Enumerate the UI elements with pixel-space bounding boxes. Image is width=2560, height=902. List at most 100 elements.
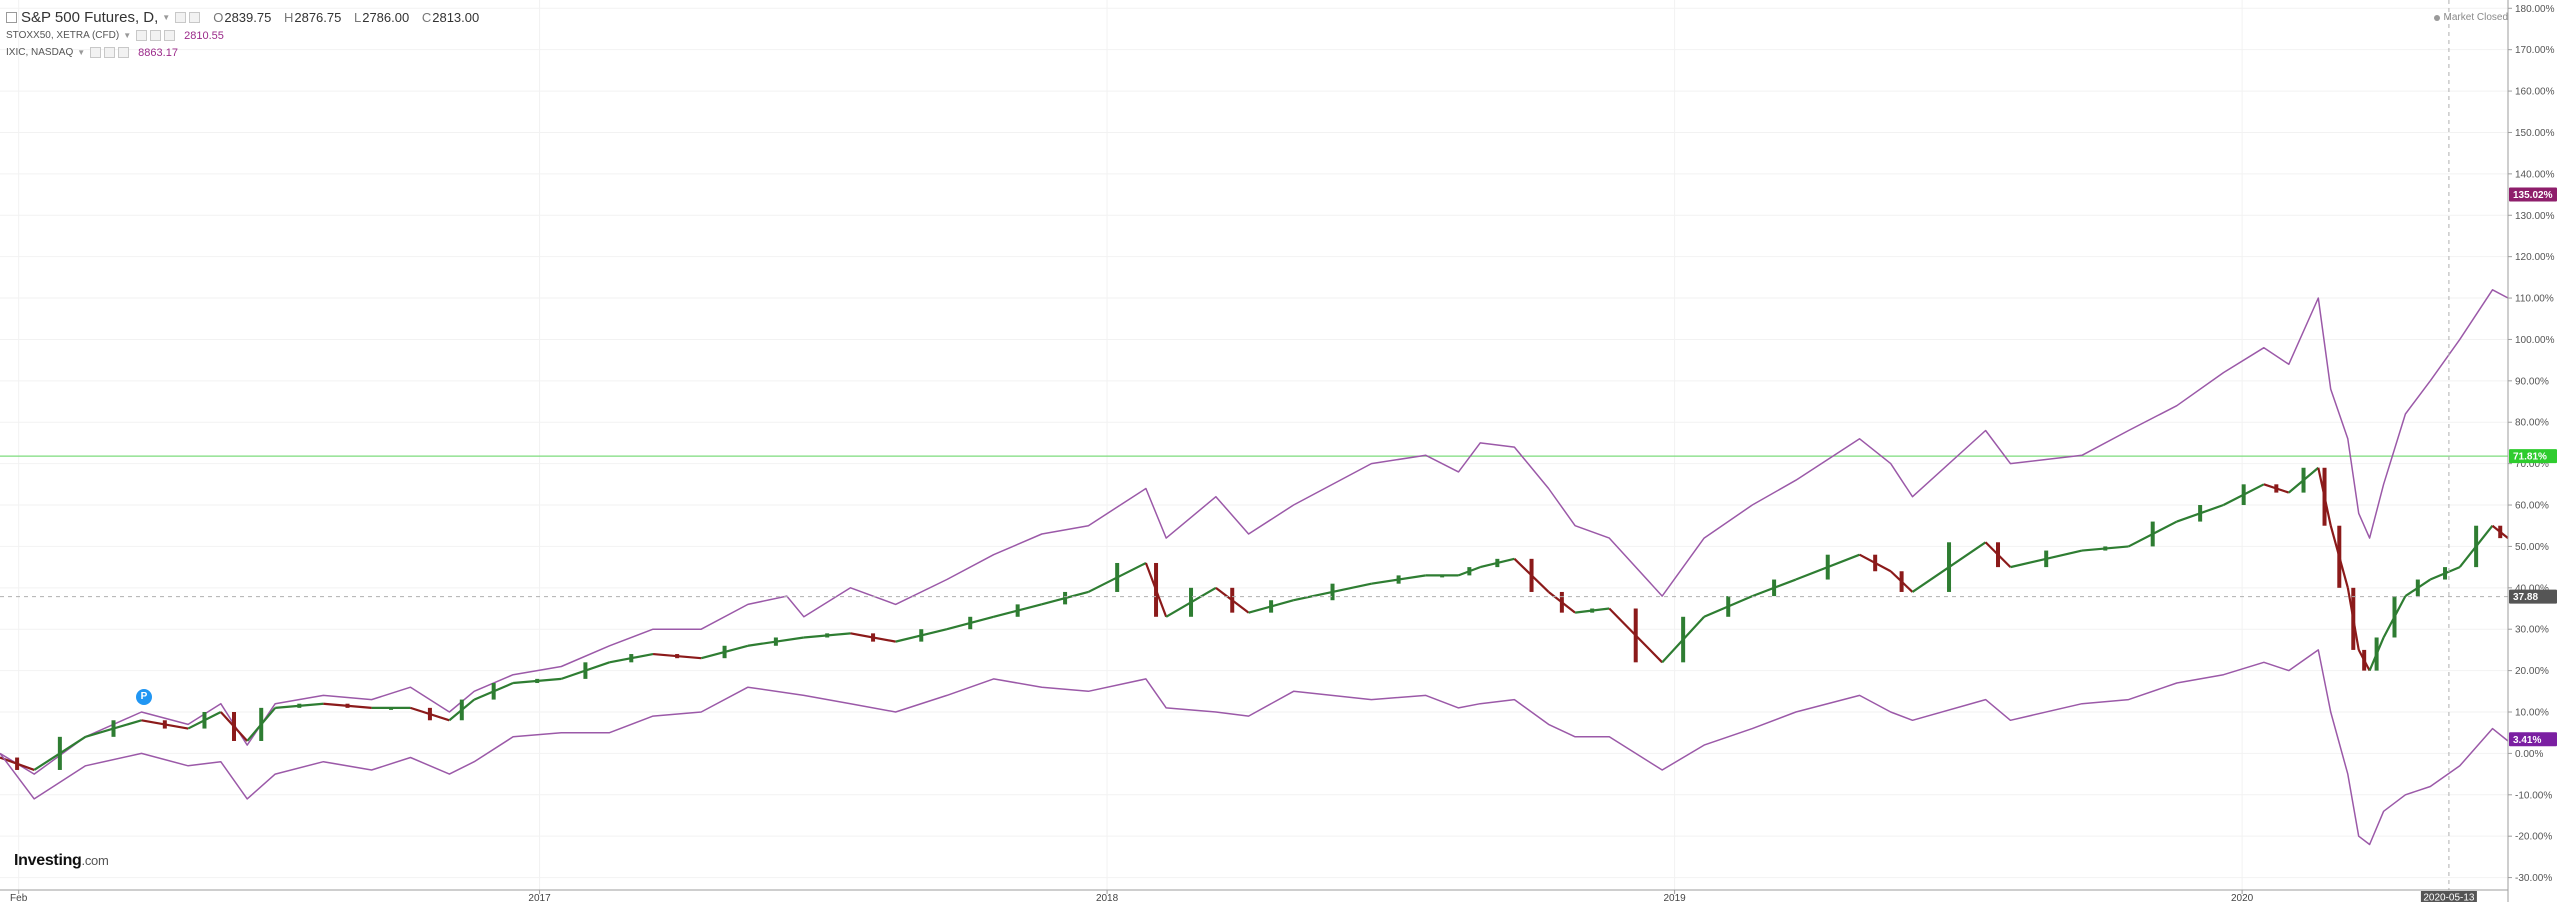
candle xyxy=(968,616,973,630)
candle xyxy=(2443,567,2448,580)
collapse-toggle-icon[interactable] xyxy=(6,11,17,23)
candle xyxy=(2322,467,2327,526)
series-line-stoxx50 xyxy=(0,649,2509,846)
y-tick-label: 160.00% xyxy=(2515,87,2555,98)
settings-icon[interactable] xyxy=(189,11,201,23)
x-axis[interactable]: Feb 2017 2018 2019 2020 xyxy=(0,889,2508,902)
price-badges: 135.02% 71.81% 37.88 3.41% xyxy=(2509,187,2557,747)
value-badge xyxy=(2509,187,2557,202)
y-tick-label: 10.00% xyxy=(2515,708,2549,719)
y-tick-label: 170.00% xyxy=(2515,45,2555,56)
event-marker-icon[interactable]: P xyxy=(136,689,152,705)
candle xyxy=(2150,521,2155,547)
compare-label[interactable]: IXIC, NASDAQ xyxy=(6,47,74,58)
candle xyxy=(1396,575,1401,584)
x-tick-label: 2017 xyxy=(528,893,551,902)
y-tick-label: 50.00% xyxy=(2515,542,2549,553)
y-tick-label: -20.00% xyxy=(2515,832,2552,843)
open-value: 2839.75 xyxy=(224,9,272,25)
candle xyxy=(57,736,62,770)
compare-value: 8863.17 xyxy=(138,46,178,59)
candle xyxy=(2374,637,2379,671)
y-tick-label: 120.00% xyxy=(2515,252,2555,263)
candle xyxy=(491,683,496,700)
candle xyxy=(1590,608,1595,613)
eye-icon[interactable] xyxy=(175,11,187,23)
status-dot-icon xyxy=(2433,14,2440,21)
series-layer xyxy=(0,289,2509,846)
candle xyxy=(1115,562,1120,592)
grid xyxy=(0,0,2508,890)
eye-icon[interactable] xyxy=(90,47,102,58)
y-tick-label: 130.00% xyxy=(2515,211,2555,222)
candle xyxy=(1154,562,1159,617)
candle xyxy=(2337,525,2342,588)
candle xyxy=(2415,579,2420,597)
value-badge-label: 135.02% xyxy=(2513,190,2553,201)
candle xyxy=(1330,583,1335,601)
candle xyxy=(459,699,464,721)
chevron-down-icon[interactable]: ▼ xyxy=(123,31,132,40)
candle xyxy=(1440,575,1445,578)
y-tick-label: 30.00% xyxy=(2515,625,2549,636)
settings-icon[interactable] xyxy=(150,30,162,41)
candle xyxy=(2392,596,2397,638)
candle xyxy=(1726,596,1731,617)
symbol-title[interactable]: S&P 500 Futures, D, xyxy=(21,8,159,26)
series-line-ixic xyxy=(0,289,2509,775)
y-tick-label: 140.00% xyxy=(2515,169,2555,180)
candle xyxy=(1015,604,1020,617)
candle xyxy=(259,707,264,741)
candle xyxy=(1996,542,2001,568)
close-icon[interactable] xyxy=(164,30,176,41)
high-value: 2876.75 xyxy=(294,9,342,25)
candle xyxy=(1873,554,1878,572)
candle xyxy=(1772,579,1777,597)
legend-compare-stoxx[interactable]: STOXX50, XETRA (CFD) ▼ 2810.55 xyxy=(6,27,488,44)
settings-icon[interactable] xyxy=(104,47,116,58)
value-badge-label: 71.81% xyxy=(2513,452,2547,463)
legend-main-series[interactable]: S&P 500 Futures, D, ▼ O2839.75 H2876.75 … xyxy=(6,7,488,27)
market-status: Market Closed xyxy=(2433,12,2508,23)
low-value: 2786.00 xyxy=(362,9,410,25)
candle xyxy=(15,757,20,770)
value-badge-label: 37.88 xyxy=(2513,592,2538,603)
candle xyxy=(773,637,778,646)
candle xyxy=(1467,567,1472,576)
eye-icon[interactable] xyxy=(136,30,148,41)
candle xyxy=(1529,558,1534,592)
candle xyxy=(2498,525,2503,539)
candle xyxy=(2198,505,2203,522)
legend-compare-nasdaq[interactable]: IXIC, NASDAQ ▼ 8863.17 xyxy=(6,44,488,61)
y-tick-label: 90.00% xyxy=(2515,376,2549,387)
candle xyxy=(1681,616,1686,663)
candle xyxy=(1230,587,1235,613)
candle xyxy=(2274,484,2279,493)
candle xyxy=(1495,558,1500,568)
compare-value: 2810.55 xyxy=(184,29,224,42)
market-status-text: Market Closed xyxy=(2443,12,2508,23)
candle xyxy=(1899,571,1904,592)
y-tick-label: 110.00% xyxy=(2515,294,2554,305)
x-tick-label: Feb xyxy=(10,893,28,902)
chevron-down-icon[interactable]: ▼ xyxy=(77,48,86,57)
ohlc-values: O2839.75 H2876.75 L2786.00 C2813.00 xyxy=(213,9,480,25)
chevron-down-icon[interactable]: ▼ xyxy=(162,12,171,22)
compare-label[interactable]: STOXX50, XETRA (CFD) xyxy=(6,30,120,41)
y-tick-label: 60.00% xyxy=(2515,501,2549,512)
close-icon[interactable] xyxy=(118,47,130,58)
value-badge xyxy=(2509,449,2557,464)
candle xyxy=(629,654,634,663)
chart-legend: S&P 500 Futures, D, ▼ O2839.75 H2876.75 … xyxy=(6,7,488,61)
candle xyxy=(111,720,116,737)
candle xyxy=(1633,608,1638,663)
candle xyxy=(2351,587,2356,650)
x-tick-label: 2020 xyxy=(2231,893,2254,902)
y-tick-label: 100.00% xyxy=(2515,335,2555,346)
candle xyxy=(2362,649,2367,671)
candle xyxy=(427,707,432,721)
candle xyxy=(1063,591,1068,605)
y-tick-label: 40.00% xyxy=(2515,583,2549,594)
y-axis[interactable]: 180.00% 170.00% 160.00% 150.00% 140.00% 130.0… xyxy=(2507,0,2555,902)
